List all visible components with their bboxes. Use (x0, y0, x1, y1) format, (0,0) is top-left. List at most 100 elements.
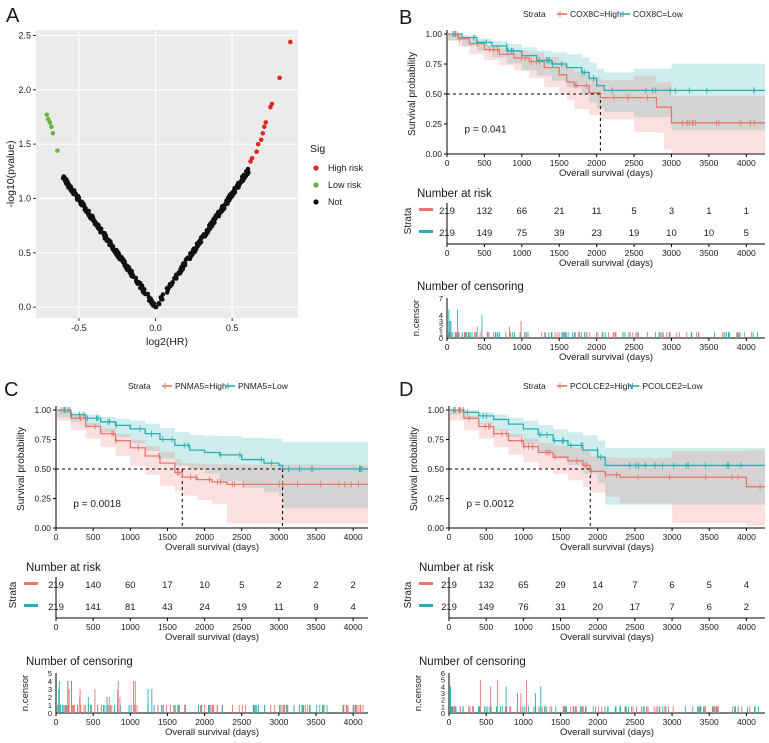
risk-tick-label-b-x: 3500 (699, 248, 718, 258)
tick-label-c-x: 1000 (121, 532, 140, 542)
censor-tick-label-c-y: 1 (48, 701, 52, 710)
legend-a-entry: Not (328, 197, 343, 207)
censor-axis-label-b: n.censor (411, 300, 422, 336)
scatter-point-not (219, 206, 224, 212)
risk-count-d-low: 31 (555, 602, 566, 613)
risk-count-c-high: 5 (239, 580, 244, 591)
survival-curve-b-low (447, 33, 765, 92)
tick-label-c-y: 0.00 (34, 523, 51, 533)
scatter-point-high-risk (288, 39, 293, 45)
scatter-point-not (173, 275, 179, 280)
risk-key-c-low (24, 604, 38, 607)
p-value-c: p = 0.0018 (73, 499, 121, 510)
scatter-point-not (218, 210, 223, 215)
legend-c-low: PNMA5=Low (238, 381, 289, 391)
censor-tick-label-b-x: 1000 (512, 342, 531, 352)
scatter-point-not (241, 177, 246, 183)
risk-count-d-low: 6 (707, 602, 712, 613)
risk-count-d-high: 4 (744, 580, 749, 591)
scatter-point-not (76, 197, 81, 202)
risk-axis-label-c: Overall survival (days) (165, 632, 259, 643)
risk-count-c-low: 19 (236, 602, 247, 613)
censor-title-b: Number of censoring (417, 281, 524, 293)
risk-tick-label-d-x: 3500 (700, 622, 719, 632)
censor-tick-label-b-y: 0 (439, 334, 443, 343)
ci-band-d-low (449, 410, 765, 505)
risk-count-c-high: 17 (162, 580, 173, 591)
risk-count-d-high: 6 (669, 580, 674, 591)
risk-count-c-low: 24 (199, 602, 210, 613)
risk-strata-label-c: Strata (8, 581, 19, 608)
risk-tick-label-d-x: 0 (447, 622, 452, 632)
tick-label-b-y: 1.00 (425, 29, 442, 39)
ci-band-c-low (56, 410, 368, 509)
censor-tick-label-b-y: 4 (439, 311, 443, 320)
risk-tick-label-d-x: 1000 (514, 622, 533, 632)
tick-label-c-x: 2500 (232, 532, 251, 542)
censor-tick-label-b-x: 2000 (587, 342, 606, 352)
risk-count-d-high: 132 (478, 580, 494, 591)
risk-count-c-high: 2 (276, 580, 281, 591)
censor-tick-label-c-x: 1500 (158, 717, 177, 727)
tick-label-b-x: 2000 (587, 158, 606, 168)
censor-tick-label-d-y: 4 (441, 682, 445, 691)
tick-label-d-y: 1.00 (427, 405, 444, 415)
panel-label-c: C (4, 379, 18, 401)
risk-title-c: Number at risk (26, 562, 101, 574)
risk-count-d-high: 5 (707, 580, 712, 591)
risk-count-c-high: 140 (85, 580, 101, 591)
scatter-point-not (159, 295, 164, 301)
tick-label-b-y: 0.50 (425, 89, 442, 99)
censor-tick-label-d-x: 0 (447, 717, 452, 727)
risk-tick-label-d-x: 1500 (551, 622, 570, 632)
censor-tick-label-c-y: 3 (48, 685, 52, 694)
scatter-point-high-risk (254, 149, 259, 155)
tick-label-b-y: 0.75 (425, 59, 442, 69)
censor-axis-label-x-d: Overall survival (days) (560, 727, 654, 738)
risk-count-b-low: 149 (476, 228, 492, 239)
tick-label-d-y: 0.50 (427, 464, 444, 474)
risk-title-d: Number at risk (419, 562, 494, 574)
risk-count-c-high: 2 (313, 580, 318, 591)
censor-tick-label-d-y: 2 (441, 696, 445, 705)
censor-tick-label-b-x: 2500 (625, 342, 644, 352)
censor-tick-label-c-x: 1000 (121, 717, 140, 727)
risk-tick-label-b-x: 1000 (512, 248, 531, 258)
scatter-point-not (94, 221, 100, 227)
censor-tick-label-b-y: 7 (439, 294, 443, 303)
censor-tick-label-b-y: 3 (439, 317, 443, 326)
risk-tick-label-b-x: 2000 (587, 248, 606, 258)
tick-label-c-x: 4000 (344, 532, 363, 542)
risk-count-d-high: 7 (632, 580, 637, 591)
censor-tick-label-d-y: 1 (441, 702, 445, 711)
tick-label-a-y: 0.0 (18, 302, 31, 312)
legend-d-title: Strata (523, 381, 546, 391)
panel-label-a: A (6, 5, 20, 27)
risk-tick-label-b-x: 2500 (625, 248, 644, 258)
censor-tick-label-b-x: 4000 (737, 342, 756, 352)
censor-tick-label-d-y: 3 (441, 689, 445, 698)
tick-label-d-x: 500 (479, 532, 493, 542)
legend-a-entry: High risk (328, 163, 364, 173)
panel-label-b: B (399, 7, 412, 29)
scatter-point-not (188, 251, 194, 256)
legend-a-entry: Low risk (328, 180, 362, 190)
axis-label-d-y: Survival probability (409, 427, 420, 511)
scatter-point-not (60, 176, 66, 181)
tick-label-a-y: 0.5 (18, 248, 31, 258)
censor-tick-label-b-x: 0 (445, 342, 450, 352)
censor-tick-label-c-x: 3500 (307, 717, 326, 727)
risk-tick-label-c-x: 3000 (269, 622, 288, 632)
axis-label-d-x: Overall survival (days) (560, 542, 654, 553)
risk-tick-label-c-x: 3500 (307, 622, 326, 632)
tick-label-b-x: 2500 (625, 158, 644, 168)
risk-count-b-high: 3 (669, 206, 674, 217)
risk-tick-label-c-x: 0 (54, 622, 59, 632)
scatter-point-not (150, 303, 156, 308)
risk-tick-label-d-x: 500 (479, 622, 493, 632)
risk-key-b-high (419, 208, 433, 211)
risk-key-d-high (419, 582, 433, 585)
censor-tick-label-b-x: 1500 (550, 342, 569, 352)
risk-count-d-low: 76 (518, 602, 529, 613)
